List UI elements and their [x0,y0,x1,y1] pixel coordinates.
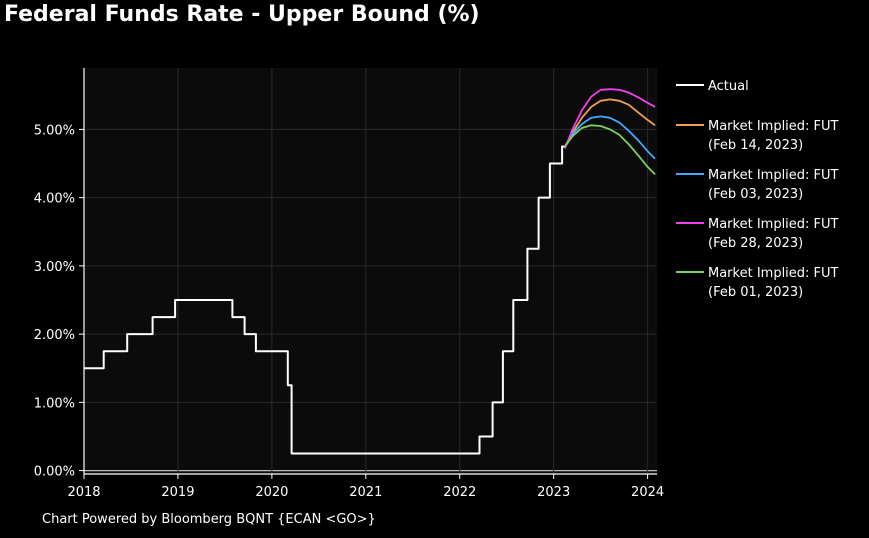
series-line-3 [564,88,656,149]
legend-label: Market Implied: FUT [708,217,839,232]
x-tick-label: 2022 [443,485,476,500]
legend-label-date: (Feb 28, 2023) [708,236,803,251]
y-tick-label: 4.00% [34,192,75,207]
x-tick-label: 2020 [255,485,288,500]
axes: 0.00% 1.00% 2.00% 3.00% 4.00% 5.00% 2018 2019 20… [34,68,664,500]
y-tick-label: 2.00% [34,328,75,343]
y-tick-label: 0.00% [34,465,75,480]
x-tick-label: 2018 [67,485,100,500]
y-tick-label: 5.00% [34,123,75,138]
series-line-1 [564,98,656,147]
legend-label: Market Implied: FUT [708,266,839,281]
series-line-2 [564,115,656,160]
chart-title: Federal Funds Rate - Upper Bound (%) [4,2,480,27]
legend: Actual Market Implied: FUT (Feb 14, 2023) M… [676,79,839,300]
y-tick-label: 1.00% [34,396,75,411]
x-tick-label: 2019 [161,485,194,500]
legend-label: Market Implied: FUT [708,168,839,183]
series-lines [84,88,656,455]
legend-label: Market Implied: FUT [708,119,839,134]
footer-credit: Chart Powered by Bloomberg BQNT {ECAN <G… [42,512,376,527]
plot-background [84,68,657,474]
series-line-4 [564,124,656,176]
legend-label-date: (Feb 01, 2023) [708,285,803,300]
grid-lines [83,68,657,474]
y-tick-label: 3.00% [34,260,75,275]
x-tick-label: 2021 [349,485,382,500]
x-tick-label: 2024 [631,485,664,500]
series-line-0 [84,145,565,455]
legend-label: Actual [708,79,749,94]
legend-label-date: (Feb 03, 2023) [708,187,803,202]
x-tick-label: 2023 [537,485,570,500]
legend-label-date: (Feb 14, 2023) [708,138,803,153]
